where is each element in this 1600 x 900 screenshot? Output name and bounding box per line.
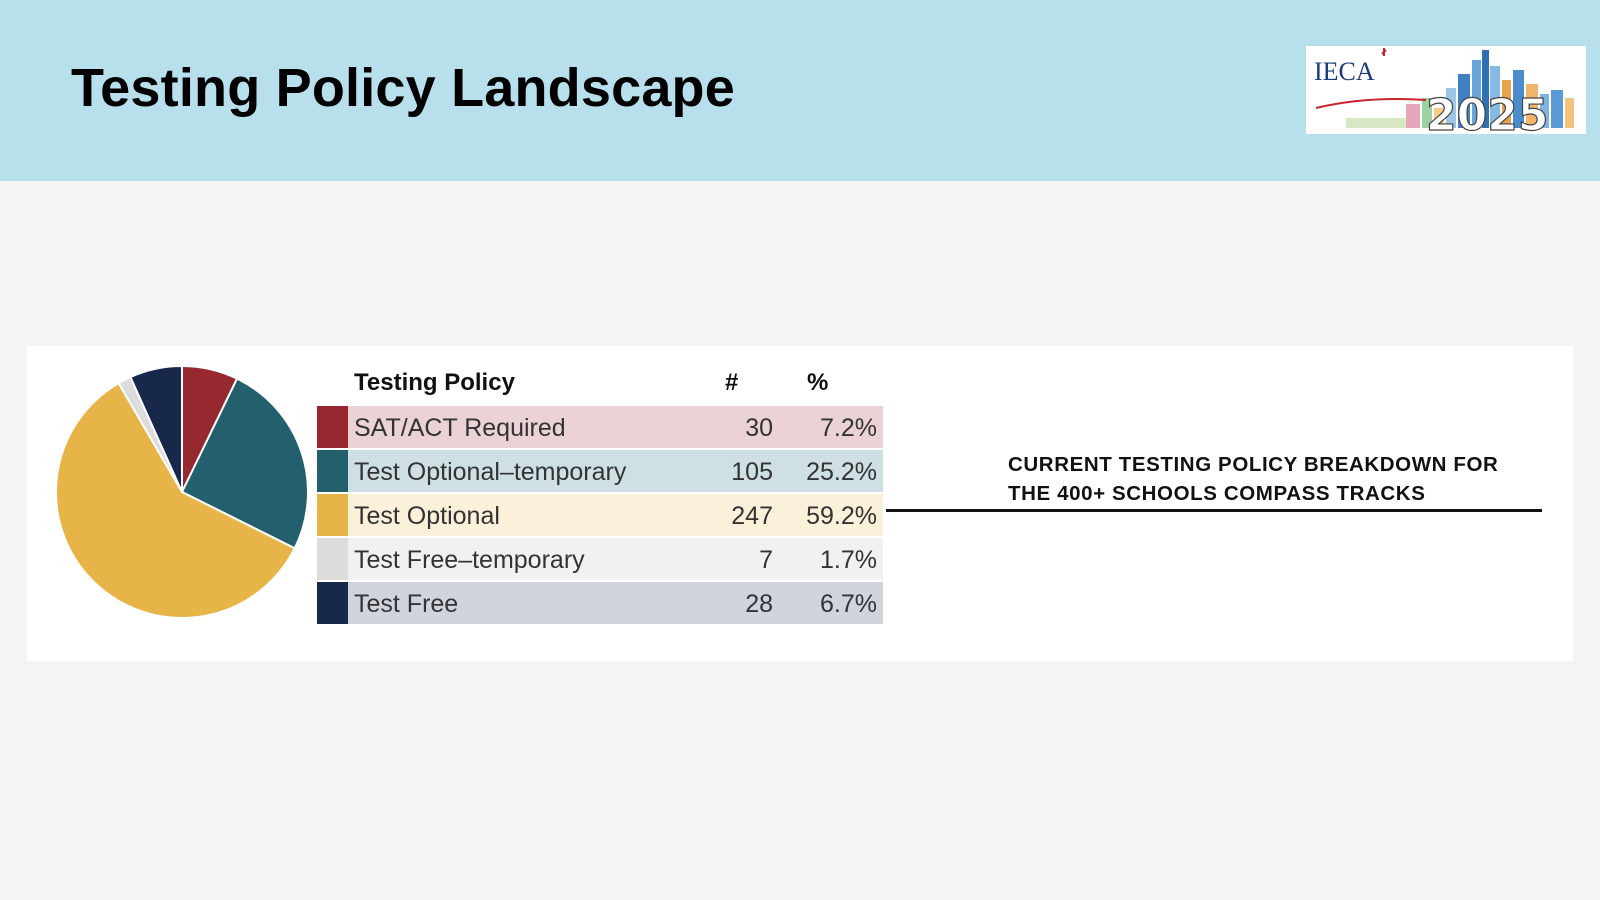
legend-swatch-sat-act-required	[317, 406, 348, 448]
row-label: Test Optional–temporary	[354, 458, 627, 486]
row-percent: 6.7%	[820, 590, 877, 618]
legend-swatch-test-optional	[317, 494, 348, 536]
row-background	[348, 450, 883, 492]
row-percent: 1.7%	[820, 546, 877, 574]
content-panel: Testing Policy # % SAT/ACT Required 30 7.2…	[27, 346, 1573, 661]
logo-text: IECA	[1314, 57, 1375, 86]
header-percent: %	[807, 369, 829, 396]
table-row: SAT/ACT Required 30 7.2%	[317, 405, 883, 449]
legend-swatch-test-optional-temporary	[317, 450, 348, 492]
page-title: Testing Policy Landscape	[71, 58, 735, 118]
row-label: Test Free	[354, 590, 459, 618]
table-row: Test Optional–temporary 105 25.2%	[317, 449, 883, 493]
row-label: Test Optional	[354, 502, 500, 530]
chart-caption: CURRENT TESTING POLICY BREAKDOWN FOR THE…	[1008, 450, 1568, 508]
pie-slice-test-free	[129, 364, 183, 493]
header-count: #	[725, 369, 739, 396]
row-count: 30	[745, 414, 773, 442]
pie-chart	[55, 364, 309, 619]
table-row: Test Free 28 6.7%	[317, 581, 883, 625]
row-label: Test Free–temporary	[354, 546, 585, 574]
caption-rule	[886, 509, 1542, 512]
row-percent: 7.2%	[820, 414, 877, 442]
table-row: Test Free–temporary 7 1.7%	[317, 537, 883, 581]
legend-swatch-test-free	[317, 582, 348, 624]
legend-swatch-test-free-temporary	[317, 538, 348, 580]
caption-line-1: CURRENT TESTING POLICY BREAKDOWN FOR	[1008, 453, 1499, 476]
row-count: 105	[731, 458, 773, 486]
slide-header: Testing Policy Landscape 2025 IECA	[0, 0, 1600, 181]
row-count: 247	[731, 502, 773, 530]
header-testing-policy: Testing Policy	[354, 369, 515, 396]
pie-slice-test-optional	[55, 381, 297, 619]
row-percent: 59.2%	[806, 502, 877, 530]
logo-year: 2025	[1426, 90, 1548, 134]
row-background	[348, 406, 883, 448]
row-background	[348, 494, 883, 536]
row-label: SAT/ACT Required	[354, 414, 566, 442]
row-count: 7	[759, 546, 773, 574]
caption-line-2: THE 400+ SCHOOLS COMPASS TRACKS	[1008, 482, 1426, 505]
row-background	[348, 538, 883, 580]
skyline-logo-graphic: 2025 IECA	[1314, 48, 1574, 134]
table-header: Testing Policy # %	[317, 361, 883, 405]
row-percent: 25.2%	[806, 458, 877, 486]
table-row: Test Optional 247 59.2%	[317, 493, 883, 537]
legend-table: Testing Policy # % SAT/ACT Required 30 7.2…	[317, 361, 883, 625]
pie-slice-test-optional-temporary	[180, 377, 309, 550]
row-count: 28	[745, 590, 773, 618]
row-background	[348, 582, 883, 624]
conference-logo: 2025 IECA	[1306, 46, 1586, 134]
